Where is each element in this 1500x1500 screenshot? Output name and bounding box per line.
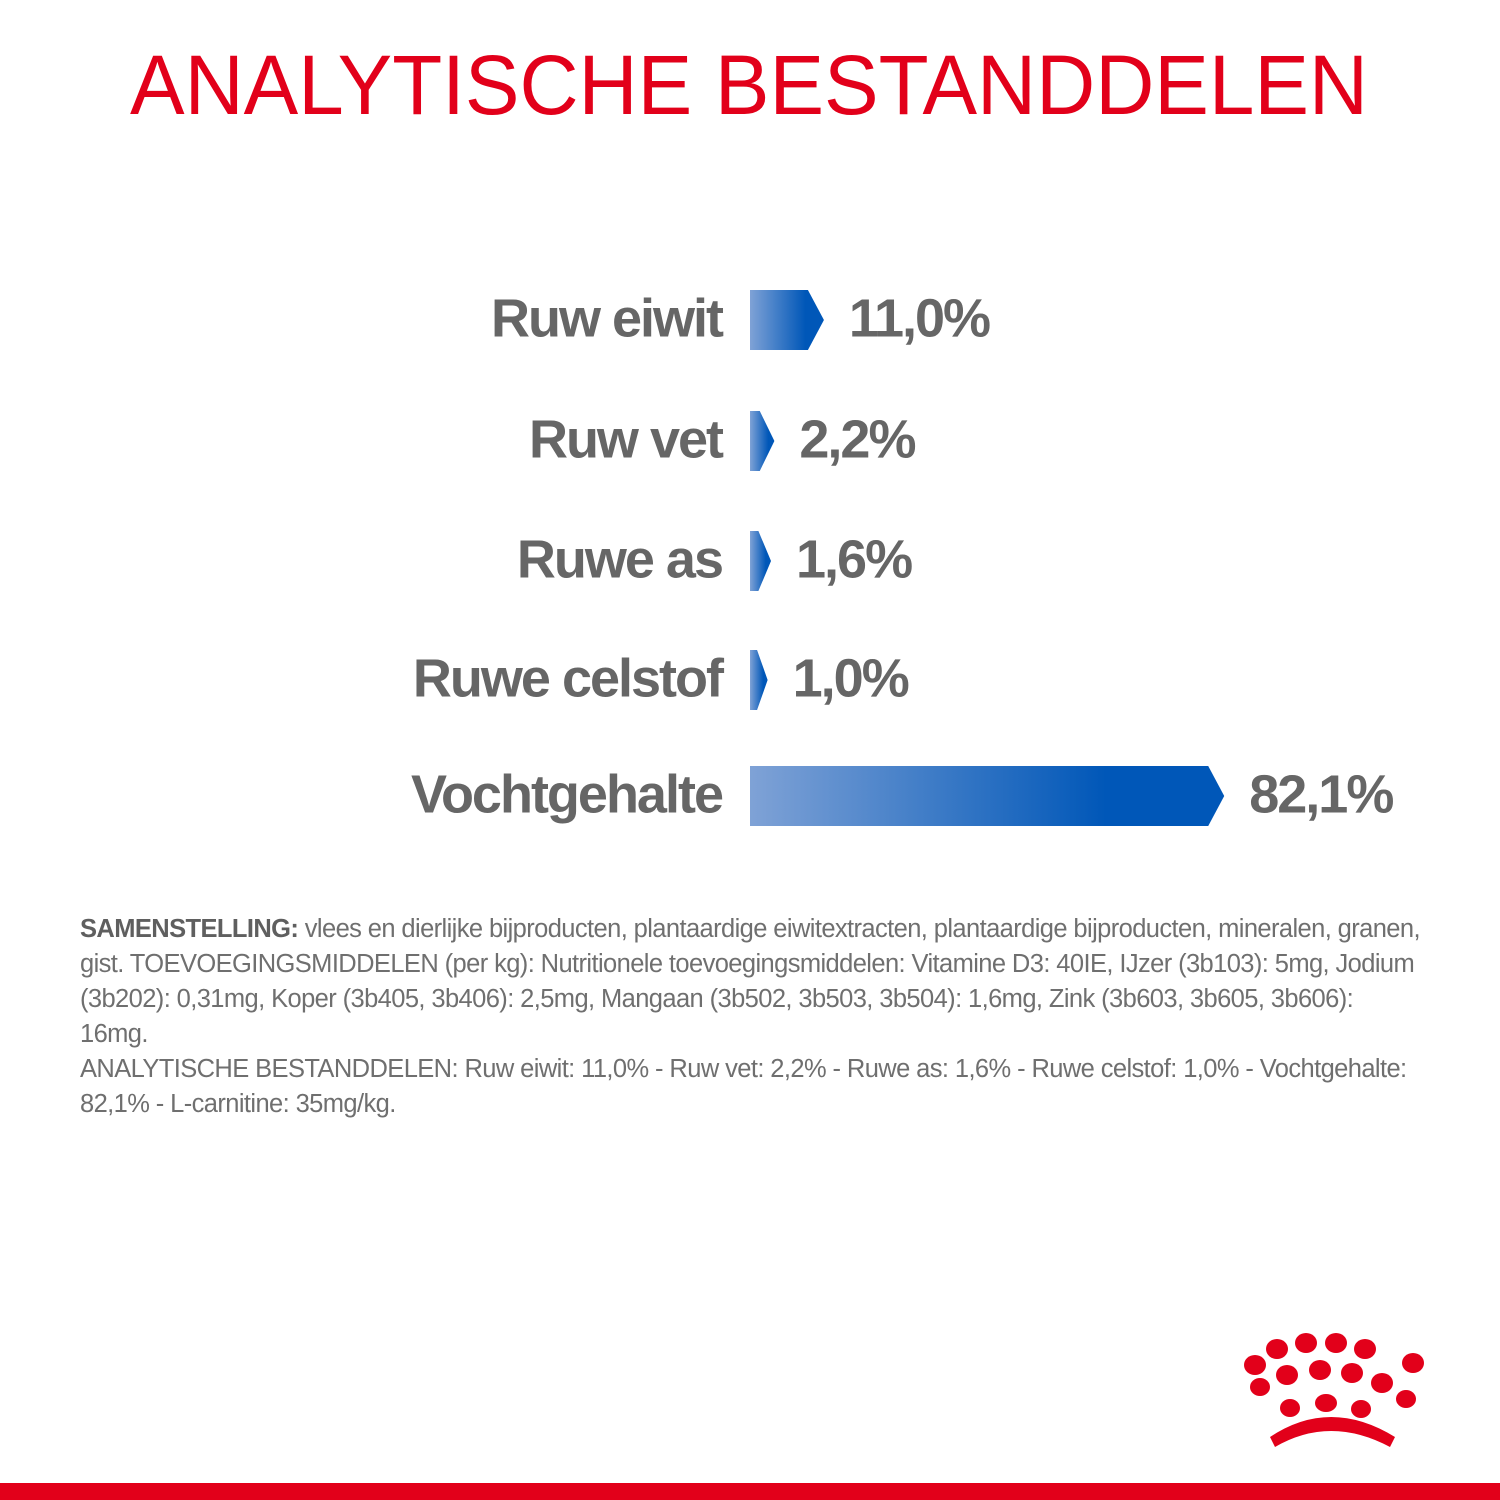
value-label: 82,1% (1249, 764, 1393, 824)
composition-text: vlees en dierlijke bijproducten, plantaa… (80, 915, 1421, 1048)
bar (750, 766, 1225, 826)
category-label: Ruw vet (529, 409, 724, 469)
bottom-stripe (0, 1483, 1500, 1500)
category-label: Ruw eiwit (491, 288, 724, 348)
bar (750, 531, 772, 591)
value-label: 11,0% (849, 288, 990, 348)
value-label: 2,2% (799, 409, 915, 469)
chart: ANALYTISCHE BESTANDDELEN Ruw eiwit 11,0% R… (130, 38, 1395, 826)
value-label: 1,0% (793, 648, 909, 708)
analysis-text: ANALYTISCHE BESTANDDELEN: Ruw eiwit: 11,… (80, 1055, 1407, 1118)
category-label: Vochtgehalte (411, 764, 723, 824)
value-label: 1,6% (796, 529, 912, 589)
category-label: Ruwe celstof (413, 648, 725, 708)
bar (750, 290, 824, 350)
chart-title: ANALYTISCHE BESTANDDELEN (130, 38, 1368, 132)
composition-label: SAMENSTELLING: (80, 915, 299, 943)
bar (750, 650, 768, 710)
composition: SAMENSTELLING: vlees en dierlijke bijpro… (80, 912, 1425, 1122)
bar (750, 411, 775, 471)
logo (1244, 1333, 1424, 1447)
category-label: Ruwe as (517, 529, 722, 589)
